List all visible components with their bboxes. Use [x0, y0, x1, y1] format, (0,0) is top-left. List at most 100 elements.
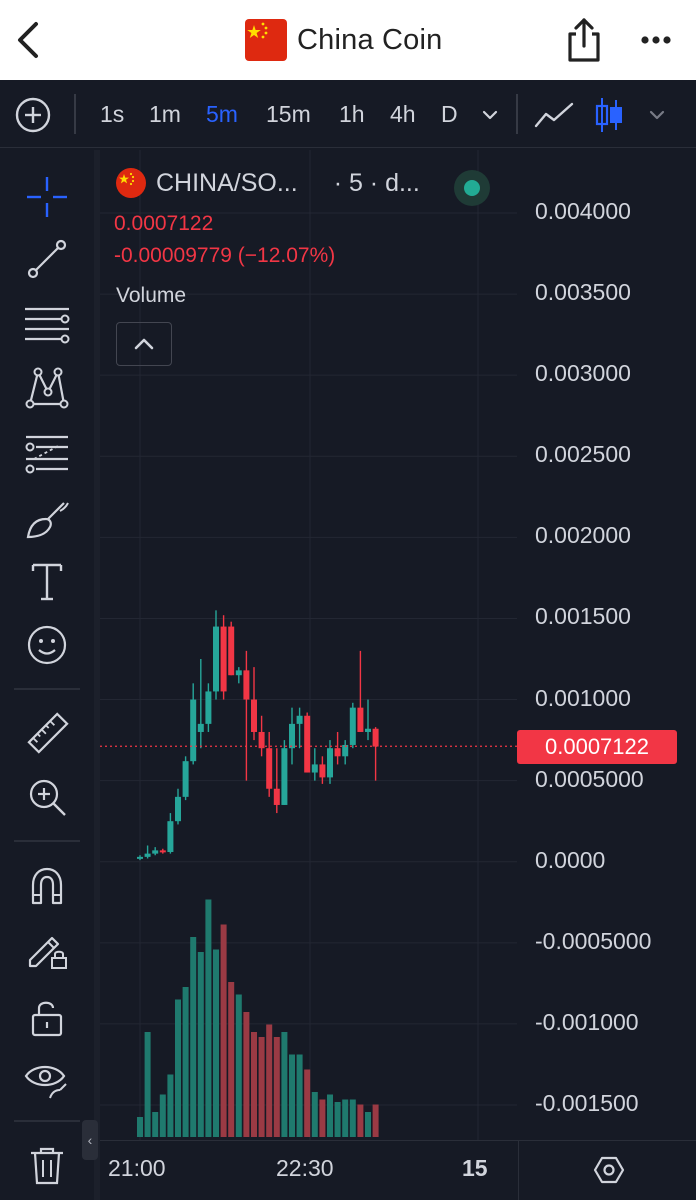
tools-divider: [14, 840, 80, 842]
interval-dropdown-button[interactable]: [478, 96, 502, 134]
volume-legend[interactable]: Volume: [116, 284, 187, 307]
candle-up: [296, 715, 303, 724]
candle-up: [175, 796, 181, 822]
candle-up: [152, 850, 159, 854]
delete-drawings-tool[interactable]: [20, 1138, 74, 1192]
ellipsis-icon: [641, 36, 671, 44]
china-flag-icon: [245, 19, 287, 61]
status-dot-icon: [464, 180, 480, 196]
current-price-tag: 0.0007122: [517, 730, 677, 764]
volume-bar: [243, 1012, 250, 1137]
chart-type-dropdown-button[interactable]: [645, 96, 669, 134]
volume-bar: [159, 1094, 166, 1137]
pattern-tool[interactable]: [20, 360, 74, 414]
volume-bar: [365, 1112, 371, 1137]
symbol-interval: · 5 · d...: [333, 168, 420, 197]
interval-1m[interactable]: 1m: [149, 101, 181, 127]
price-tick-label: 0.003500: [535, 279, 631, 306]
candle-up: [190, 699, 197, 762]
chart-toolbar: 1s 1m 5m 15m 1h 4h D: [0, 80, 696, 148]
interval-15m[interactable]: 15m: [266, 101, 311, 127]
time-tick-label: 21:00: [108, 1155, 166, 1181]
trend-line-tool[interactable]: [20, 232, 74, 286]
volume-bar: [289, 1054, 295, 1137]
symbol-legend[interactable]: CHINA/SO... · 5 · d...: [116, 168, 420, 198]
ruler-tool[interactable]: [20, 706, 74, 760]
volume-bar: [304, 1069, 311, 1137]
add-indicator-icon: [15, 97, 51, 133]
volume-bar: [327, 1094, 333, 1137]
candle-up: [281, 748, 288, 805]
text-icon: [31, 563, 63, 601]
lock-pencil-icon: [28, 936, 67, 969]
volume-bar: [273, 1037, 280, 1137]
tools-divider: [14, 688, 80, 690]
back-button[interactable]: [10, 18, 50, 62]
lock-drawings-tool[interactable]: [20, 922, 74, 976]
chevron-down-icon: [482, 110, 498, 120]
chart-pane[interactable]: CHINA/SO... · 5 · d... 0.0007122 -0.0000…: [100, 150, 696, 1140]
volume-bar: [296, 1054, 303, 1137]
market-status-indicator: [454, 170, 490, 206]
candle-down: [273, 788, 280, 805]
candle-up: [144, 853, 151, 857]
interval-1h[interactable]: 1h: [339, 101, 365, 127]
volume-bar: [342, 1099, 349, 1137]
volume-bar: [251, 1032, 257, 1137]
axis-divider: [518, 1141, 519, 1200]
visibility-tool[interactable]: [20, 1052, 74, 1106]
emoji-tool[interactable]: [20, 618, 74, 672]
app-header: China Coin: [0, 0, 696, 80]
time-tick-label: 22:30: [276, 1155, 334, 1181]
chevron-down-icon: [649, 110, 665, 120]
interval-1s[interactable]: 1s: [100, 101, 125, 127]
panel-divider: [94, 150, 100, 1200]
candle-down: [251, 699, 257, 732]
collapse-panel-button[interactable]: ‹: [82, 1120, 98, 1160]
price-tick-label: 0.0000: [535, 846, 606, 873]
crosshair-icon: [27, 177, 67, 217]
share-button[interactable]: [562, 16, 606, 64]
time-axis[interactable]: 21:00 22:30 15: [100, 1140, 696, 1200]
share-icon: [568, 18, 600, 62]
coin-title: China Coin: [245, 18, 442, 62]
candle-down: [357, 707, 364, 732]
trend-line-icon: [27, 239, 67, 279]
volume-bar: [182, 987, 189, 1137]
more-options-button[interactable]: [634, 22, 678, 58]
price-tick-label: 0.001000: [535, 684, 631, 711]
toolbar-divider: [74, 94, 76, 134]
text-tool[interactable]: [20, 554, 74, 608]
volume-bar: [349, 1099, 356, 1137]
settings-icon: [593, 1156, 625, 1184]
add-indicator-button[interactable]: [14, 96, 52, 134]
brush-icon: [26, 502, 69, 539]
chevron-left-icon: ‹: [87, 1132, 93, 1148]
volume-bar: [266, 1024, 273, 1137]
candle-up: [342, 744, 349, 757]
horizontal-lines-icon: [25, 307, 70, 344]
candle-down: [319, 764, 326, 778]
fib-tool[interactable]: [20, 426, 74, 480]
candle-up: [167, 821, 174, 852]
candle-down: [220, 626, 227, 692]
zoom-in-tool[interactable]: [20, 770, 74, 824]
chevron-up-icon: [134, 338, 154, 350]
volume-bar: [319, 1099, 326, 1137]
line-chart-button[interactable]: [532, 96, 578, 134]
brush-tool[interactable]: [20, 492, 74, 546]
interval-4h[interactable]: 4h: [390, 101, 416, 127]
volume-bar: [175, 999, 181, 1137]
volume-bar: [258, 1037, 265, 1137]
unlock-tool[interactable]: [20, 990, 74, 1044]
horizontal-lines-tool[interactable]: [20, 296, 74, 350]
crosshair-tool[interactable]: [20, 170, 74, 224]
ruler-icon: [27, 712, 69, 754]
candle-down: [334, 748, 341, 757]
magnet-tool[interactable]: [20, 858, 74, 912]
candlestick-button[interactable]: [592, 96, 626, 134]
chart-settings-button[interactable]: [592, 1153, 626, 1187]
interval-d[interactable]: D: [441, 101, 458, 127]
interval-5m[interactable]: 5m: [206, 101, 238, 127]
collapse-legend-button[interactable]: [116, 322, 172, 366]
